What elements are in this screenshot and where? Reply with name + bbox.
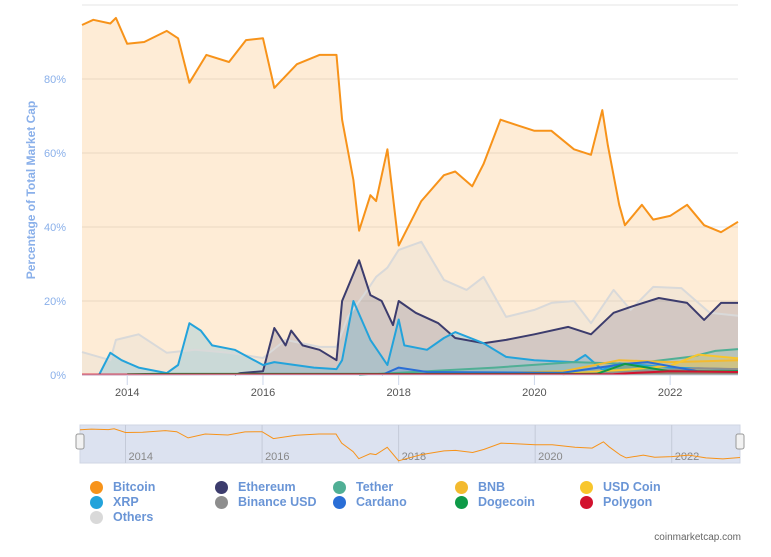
- area-xrp: [98, 301, 738, 375]
- legend-label: Bitcoin: [113, 480, 156, 494]
- navigator[interactable]: 2014 2016 2018 2020 2022: [75, 424, 745, 464]
- y-tick-label: 40%: [44, 222, 66, 234]
- legend-item-bnb[interactable]: BNB: [455, 480, 505, 494]
- area-ethereum: [234, 260, 739, 375]
- legend-item-usd-coin[interactable]: USD Coin: [580, 480, 661, 494]
- legend-item-dogecoin[interactable]: Dogecoin: [455, 495, 535, 509]
- legend-dot-icon: [215, 480, 228, 494]
- x-tick-label: 2020: [522, 387, 546, 399]
- x-tick-label: 2022: [658, 387, 682, 399]
- legend-dot-icon: [455, 495, 468, 509]
- legend-label: Cardano: [356, 495, 407, 509]
- legend-item-cardano[interactable]: Cardano: [333, 495, 407, 509]
- x-tick-label: 2018: [386, 387, 410, 399]
- x-tick-label: 2014: [115, 387, 139, 399]
- legend-dot-icon: [215, 495, 228, 509]
- legend-dot-icon: [90, 495, 103, 509]
- legend-item-tether[interactable]: Tether: [333, 480, 393, 494]
- x-tick-label: 2016: [251, 387, 275, 399]
- line-others[interactable]: [81, 240, 739, 362]
- y-tick-label: 20%: [44, 296, 66, 308]
- legend-item-binance-usd[interactable]: Binance USD: [215, 495, 317, 509]
- legend-label: Dogecoin: [478, 495, 535, 509]
- legend-dot-icon: [333, 480, 346, 494]
- line-cardano[interactable]: [381, 361, 739, 376]
- legend-dot-icon: [455, 480, 468, 494]
- navigator-tick-label: 2022: [675, 451, 699, 463]
- legend-label: XRP: [113, 495, 139, 509]
- area-bitcoin: [82, 17, 738, 376]
- chart-svg: 0% 20% 40% 60% 80% 2014 2016 2018 2020 2022 Perc…: [24, 4, 745, 464]
- legend-item-bitcoin[interactable]: Bitcoin: [90, 480, 155, 494]
- legend-item-polygon[interactable]: Polygon: [580, 495, 652, 509]
- series-areas: [82, 17, 739, 376]
- legend-label: Polygon: [603, 495, 653, 509]
- line-polygon[interactable]: [81, 370, 739, 376]
- y-tick-label: 80%: [44, 74, 66, 86]
- legend-label: Binance USD: [238, 495, 317, 509]
- legend-item-ethereum[interactable]: Ethereum: [215, 480, 296, 494]
- navigator-left-handle[interactable]: [75, 433, 85, 450]
- legend-label: Others: [113, 510, 154, 524]
- legend-label: Ethereum: [238, 480, 296, 494]
- legend-label: BNB: [478, 480, 506, 494]
- navigator-tick-label: 2020: [538, 451, 562, 463]
- navigator-mask[interactable]: [79, 424, 741, 464]
- legend-label: Tether: [356, 480, 394, 494]
- legend-item-xrp[interactable]: XRP: [90, 495, 139, 509]
- y-tick-label: 0%: [50, 370, 66, 382]
- line-ethereum[interactable]: [234, 259, 738, 376]
- series-lines: [81, 16, 739, 376]
- navigator-right-handle[interactable]: [735, 433, 745, 450]
- legend-dot-icon: [90, 480, 103, 494]
- y-axis-label: Percentage of Total Market Cap: [24, 101, 38, 280]
- line-bitcoin[interactable]: [81, 16, 739, 247]
- legend-dot-icon: [333, 495, 346, 509]
- legend-dot-icon: [580, 480, 593, 494]
- legend-dot-icon: [580, 495, 593, 509]
- navigator-tick-label: 2016: [265, 451, 289, 463]
- legend-item-others[interactable]: Others: [90, 510, 153, 524]
- credit: coinmarketcap.com: [654, 532, 741, 543]
- y-tick-label: 60%: [44, 148, 66, 160]
- y-axis: 0% 20% 40% 60% 80%: [44, 74, 66, 382]
- legend-dot-icon: [90, 510, 103, 524]
- x-axis: 2014 2016 2018 2020 2022: [82, 374, 738, 399]
- navigator-series-bitcoin: [79, 428, 741, 462]
- navigator-tick-label: 2014: [129, 451, 153, 463]
- legend-label: USD Coin: [603, 480, 661, 494]
